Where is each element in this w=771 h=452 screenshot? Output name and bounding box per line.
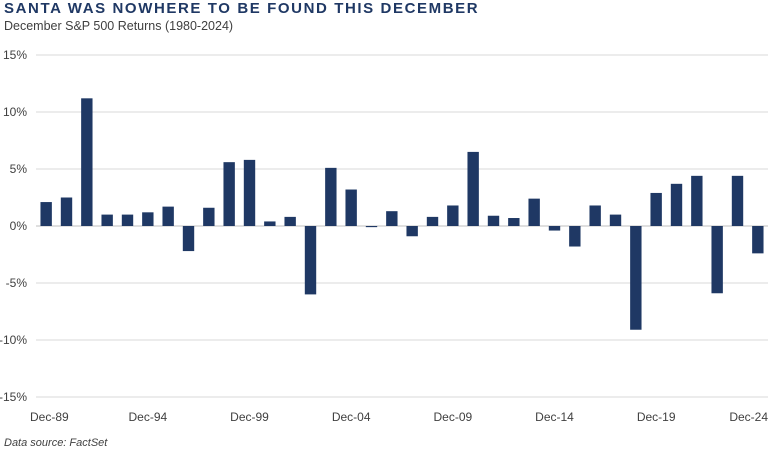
- bar-dec-00: [264, 221, 276, 226]
- bar-dec-05: [365, 226, 378, 228]
- bar-dec-07: [406, 226, 418, 237]
- bar-dec-12: [508, 218, 520, 226]
- bar-dec-90: [60, 197, 73, 226]
- bar-dec-97: [203, 207, 215, 226]
- chart-subtitle: December S&P 500 Returns (1980-2024): [4, 19, 234, 33]
- x-tick-label: Dec-24: [729, 410, 768, 424]
- bar-dec-16: [589, 205, 601, 226]
- x-tick-label: Dec-99: [230, 410, 269, 424]
- x-tick-label: Dec-09: [433, 410, 472, 424]
- y-tick-label: 15%: [3, 48, 27, 62]
- data-source-note: Data source: FactSet: [4, 437, 108, 449]
- bar-dec-89: [40, 202, 52, 226]
- bar-dec-93: [121, 214, 134, 226]
- bar-dec-95: [162, 206, 174, 226]
- bar-dec-96: [182, 226, 195, 252]
- bar-dec-14: [548, 226, 561, 231]
- bar-dec-02: [304, 226, 317, 295]
- chart-title: SANTA WAS NOWHERE TO BE FOUND THIS DECEM…: [4, 0, 480, 17]
- gridlines: [36, 54, 768, 398]
- x-tick-label: Dec-94: [128, 410, 167, 424]
- bar-dec-22: [711, 226, 723, 294]
- x-axis-ticks: Dec-89 Dec-94 Dec-99 Dec-04 Dec-09 Dec-14 Dec-…: [30, 410, 768, 424]
- y-tick-label: -5%: [6, 276, 28, 290]
- bar-dec-98: [223, 162, 235, 226]
- bar-dec-91: [81, 98, 93, 226]
- y-tick-label: 0%: [10, 219, 28, 233]
- bar-dec-10: [467, 151, 479, 226]
- bar-dec-23: [731, 175, 744, 226]
- bar-dec-13: [528, 198, 540, 226]
- bar-dec-01: [284, 216, 296, 226]
- bar-dec-09: [447, 205, 459, 226]
- y-tick-label: -15%: [0, 390, 27, 404]
- y-axis-ticks: -15% -10% -5% 0% 5% 10% 15%: [0, 48, 27, 404]
- bar-dec-08: [426, 216, 439, 226]
- bar-dec-06: [386, 211, 398, 226]
- x-tick-label: Dec-14: [535, 410, 574, 424]
- bar-dec-99: [243, 159, 256, 226]
- bar-dec-17: [609, 214, 622, 226]
- bar-dec-04: [345, 189, 357, 226]
- x-tick-label: Dec-04: [332, 410, 371, 424]
- bar-dec-94: [142, 212, 154, 226]
- x-tick-label: Dec-89: [30, 410, 69, 424]
- bar-dec-15: [569, 226, 581, 247]
- bar-dec-18: [630, 226, 642, 330]
- bar-dec-92: [101, 214, 113, 226]
- y-tick-label: 10%: [3, 105, 27, 119]
- y-tick-label: 5%: [10, 162, 28, 176]
- bar-dec-11: [487, 215, 500, 226]
- x-tick-label: Dec-19: [637, 410, 676, 424]
- bars: [40, 98, 764, 330]
- bar-dec-21: [691, 175, 703, 226]
- bar-dec-03: [325, 167, 337, 226]
- bar-dec-19: [650, 192, 662, 226]
- y-tick-label: -10%: [0, 333, 27, 347]
- bar-dec-24: [752, 226, 764, 254]
- bar-dec-20: [670, 183, 683, 226]
